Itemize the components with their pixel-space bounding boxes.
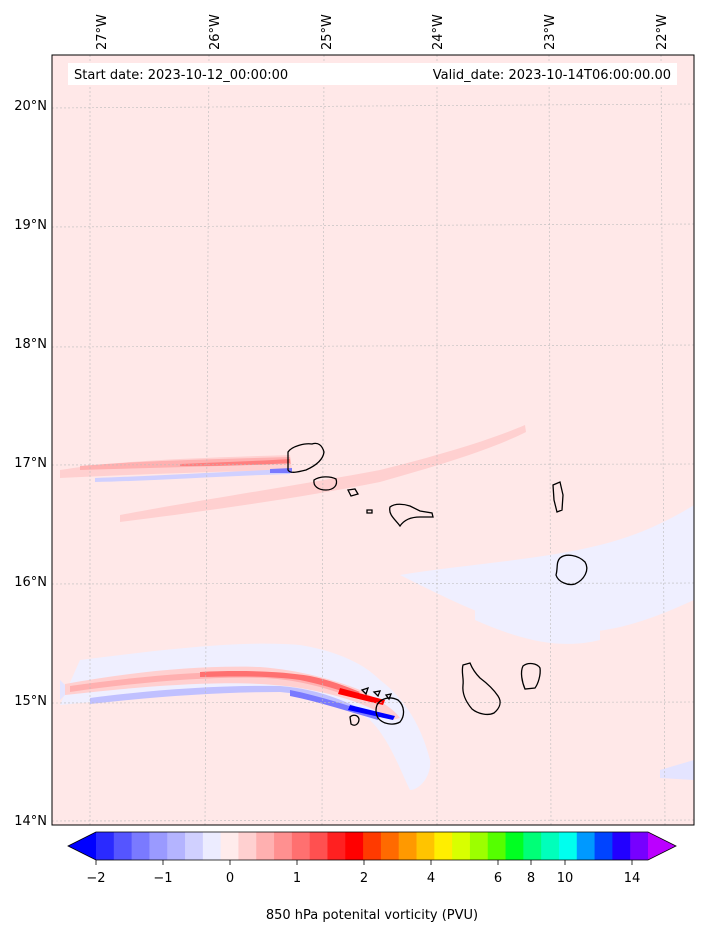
- colorbar-tick-label: 4: [427, 871, 435, 886]
- colorbar-cell: [274, 832, 293, 860]
- colorbar-cell: [238, 832, 257, 860]
- lon-label: 24°W: [431, 14, 446, 50]
- colorbar-cell: [434, 832, 453, 860]
- colorbar-cell: [558, 832, 578, 860]
- colorbar-cell: [612, 832, 631, 860]
- colorbar-cell: [505, 832, 524, 860]
- colorbar-cell: [576, 832, 596, 860]
- lat-label: 16°N: [14, 575, 47, 590]
- colorbar-cell: [291, 832, 311, 860]
- colorbar-cell: [594, 832, 613, 860]
- colorbar-cell: [327, 832, 346, 860]
- lat-label: 20°N: [14, 99, 47, 114]
- colorbar-cell: [363, 832, 382, 860]
- island-maio: [520, 662, 541, 690]
- lat-label: 18°N: [14, 337, 47, 352]
- colorbar-min-arrow: [68, 832, 96, 860]
- lon-label: 25°W: [320, 14, 335, 50]
- island-fogo: [375, 697, 405, 725]
- colorbar-tick-label: 2: [360, 871, 368, 886]
- colorbar-tick-label: −2: [86, 871, 105, 886]
- colorbar-tick-label: 0: [226, 871, 234, 886]
- colorbar-tick-label: −1: [153, 871, 172, 886]
- colorbar-cell: [630, 832, 649, 860]
- colorbar-cell: [309, 832, 329, 860]
- colorbar-cell: [380, 832, 400, 860]
- lat-label: 17°N: [14, 456, 47, 471]
- pv-streak-south: [65, 666, 400, 720]
- map-frame: [51, 54, 695, 826]
- island-brava: [349, 714, 360, 726]
- islet-2: [372, 690, 382, 698]
- colorbar-outline: [67, 831, 677, 861]
- start-date-label: Start date: 2023-10-12_00:00:00: [74, 68, 288, 83]
- colorbar-cell: [185, 832, 204, 860]
- colorbar-cell: [131, 832, 151, 860]
- header-box: [68, 63, 677, 85]
- colorbar-cell: [523, 832, 542, 860]
- colorbar-cell: [149, 832, 168, 860]
- colorbar-tick-label: 1: [293, 871, 301, 886]
- colorbar-cell: [256, 832, 275, 860]
- colorbar-tick-label: 10: [557, 871, 574, 886]
- cabo-verde-islands: [287, 442, 588, 726]
- island-sal: [552, 481, 564, 513]
- colorbar-cell: [220, 832, 240, 860]
- graticule: [51, 54, 695, 826]
- lat-label: 19°N: [14, 218, 47, 233]
- colorbar-cell: [487, 832, 507, 860]
- island-sao-vicente: [313, 476, 338, 491]
- colorbar-cell: [398, 832, 418, 860]
- colorbar-tick-label: 14: [624, 871, 641, 886]
- lat-label: 15°N: [14, 694, 47, 709]
- islet-1: [360, 686, 370, 696]
- colorbar-cell: [345, 832, 364, 860]
- lon-label: 22°W: [655, 14, 670, 50]
- island-santiago: [461, 662, 501, 716]
- island-sao-nicolau: [389, 503, 434, 528]
- colorbar-tick-label: 8: [527, 871, 535, 886]
- lon-label: 26°W: [208, 14, 223, 50]
- colorbar-max-arrow: [648, 832, 676, 860]
- colorbar: −2 −1 0 1 2 4 6 8 10 14 850 hPa potenita…: [67, 831, 677, 923]
- colorbar-cell: [469, 832, 489, 860]
- lon-label: 27°W: [95, 14, 110, 50]
- island-branco: [366, 509, 373, 514]
- colorbar-cell: [167, 832, 186, 860]
- longitude-labels: 27°W 26°W 25°W 24°W 23°W 22°W: [95, 14, 670, 50]
- pv-streak-north: [60, 425, 526, 522]
- colorbar-cell: [96, 832, 115, 860]
- islet-3: [384, 693, 393, 701]
- colorbar-cell: [202, 832, 222, 860]
- colorbar-cell: [541, 832, 560, 860]
- island-boa-vista: [555, 554, 588, 586]
- valid-date-label: Valid_date: 2023-10-14T06:00:00.00: [433, 68, 671, 83]
- island-santa-luzia: [347, 488, 359, 497]
- colorbar-cell: [452, 832, 471, 860]
- colorbar-tick-label: 6: [494, 871, 502, 886]
- lon-label: 23°W: [543, 14, 558, 50]
- island-santo-antao: [287, 442, 325, 473]
- colorbar-cell: [113, 832, 133, 860]
- colorbar-title: 850 hPa potenital vorticity (PVU): [266, 908, 478, 923]
- colorbar-cell: [416, 832, 435, 860]
- lat-label: 14°N: [14, 814, 47, 829]
- latitude-labels: 20°N 19°N 18°N 17°N 16°N 15°N 14°N: [14, 99, 47, 829]
